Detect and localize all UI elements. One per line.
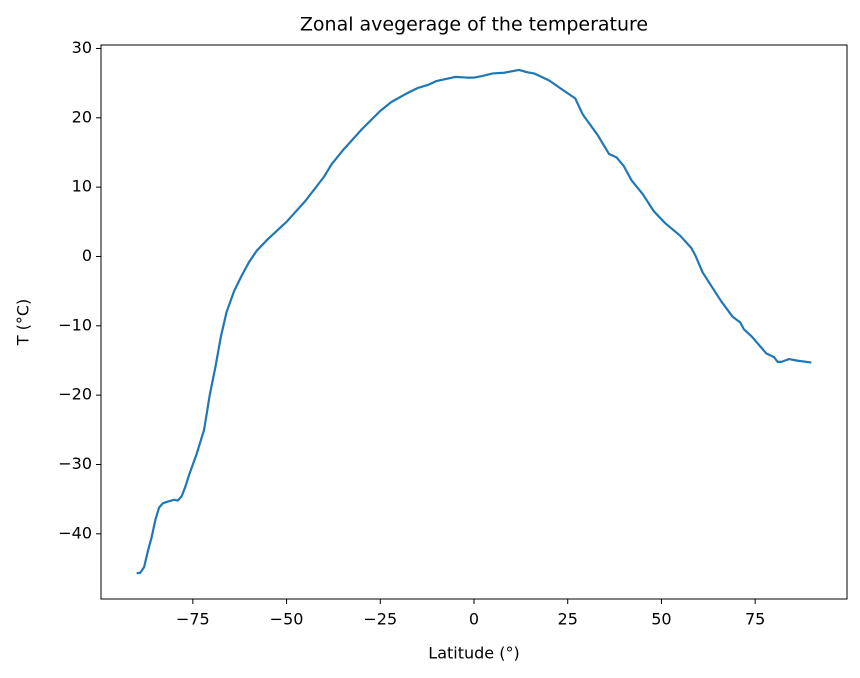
y-tick-label: −10 [58, 315, 92, 334]
chart-title: Zonal avegerage of the temperature [300, 14, 648, 36]
y-tick-label: 30 [72, 38, 92, 57]
x-tick-label: −25 [363, 610, 397, 629]
x-tick-label: 25 [558, 610, 578, 629]
plot-frame [100, 44, 848, 600]
x-tick-label: −75 [176, 610, 210, 629]
y-axis-label: T (°C) [14, 299, 33, 347]
x-tick-label: 75 [745, 610, 765, 629]
x-tick-label: 50 [651, 610, 671, 629]
x-axis-label: Latitude (°) [428, 644, 519, 663]
x-tick-label: −50 [270, 610, 304, 629]
y-tick-label: 20 [72, 107, 92, 126]
y-tick-label: 10 [72, 177, 92, 196]
y-tick-label: 0 [82, 246, 92, 265]
y-tick-label: −20 [58, 385, 92, 404]
y-tick-label: −30 [58, 454, 92, 473]
x-tick-label: 0 [469, 610, 479, 629]
line-series [136, 68, 812, 575]
y-tick-label: −40 [58, 523, 92, 542]
